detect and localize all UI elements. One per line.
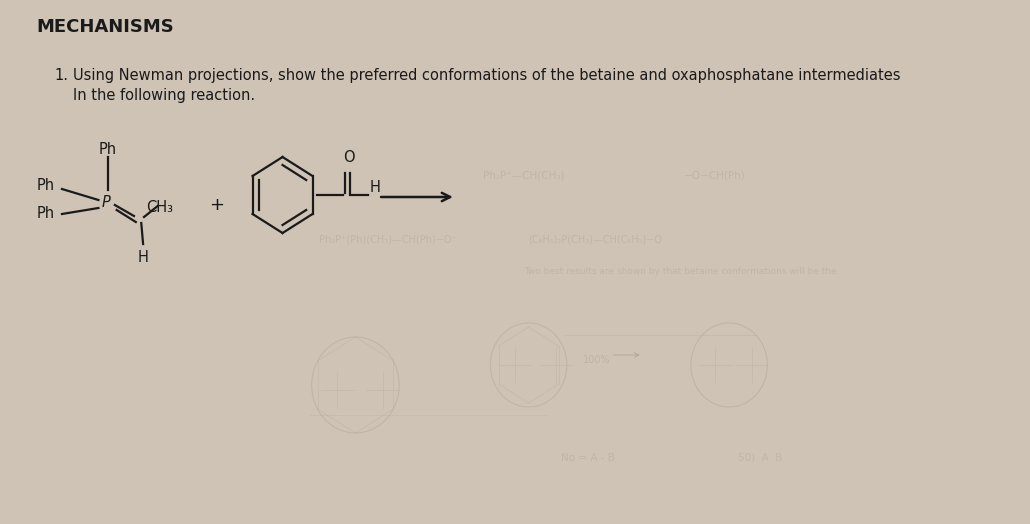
Text: H: H <box>138 250 148 265</box>
Text: Using Newman projections, show the preferred conformations of the betaine and ox: Using Newman projections, show the prefe… <box>73 68 900 83</box>
Text: Ph: Ph <box>99 142 116 157</box>
Text: (C₆H₅)₂P(CH₃)—CH(C₆H₅)−O: (C₆H₅)₂P(CH₃)—CH(C₆H₅)−O <box>528 235 662 245</box>
Text: In the following reaction.: In the following reaction. <box>73 88 255 103</box>
Text: Ph: Ph <box>36 178 55 192</box>
Text: Two best results are shown by that betaine conformations will be the: Two best results are shown by that betai… <box>524 267 836 277</box>
Text: P: P <box>102 195 111 210</box>
Text: MECHANISMS: MECHANISMS <box>36 18 174 36</box>
Text: 50)  A  B: 50) A B <box>739 453 783 463</box>
Text: −O−CH(Ph): −O−CH(Ph) <box>684 170 746 180</box>
Text: 100%: 100% <box>583 355 611 365</box>
Text: 1.: 1. <box>55 68 69 83</box>
Text: Ph₂P⁺(Ph)(CH₃)—CH(Ph)−O⁻: Ph₂P⁺(Ph)(CH₃)—CH(Ph)−O⁻ <box>319 235 456 245</box>
Text: H: H <box>370 180 381 194</box>
Text: CH₃: CH₃ <box>146 201 173 215</box>
Text: Ph: Ph <box>36 205 55 221</box>
Text: O: O <box>343 149 354 165</box>
Text: +: + <box>209 196 225 214</box>
Text: Ph₂P⁺—CH(CH₃): Ph₂P⁺—CH(CH₃) <box>483 170 564 180</box>
Text: No = A - B: No = A - B <box>560 453 614 463</box>
